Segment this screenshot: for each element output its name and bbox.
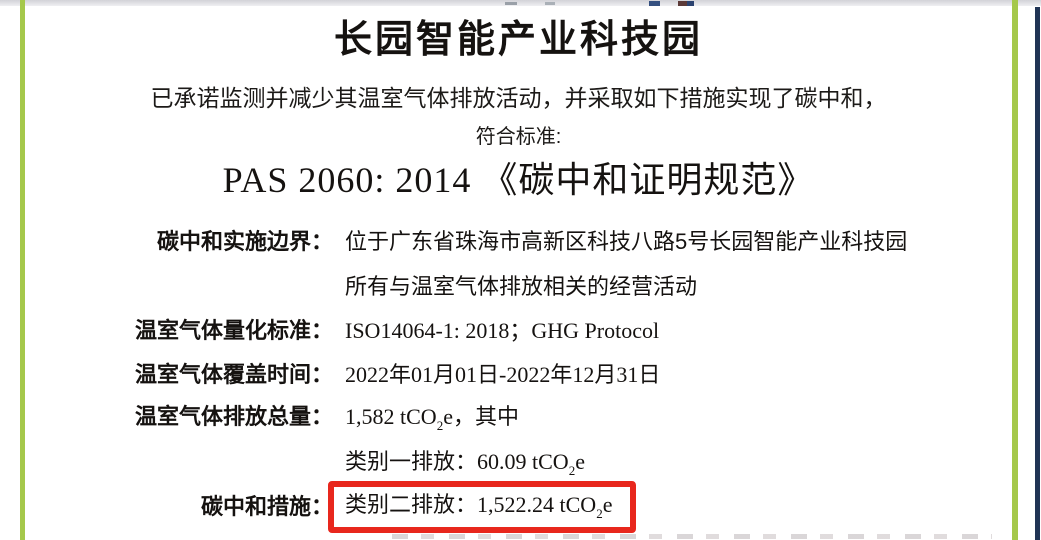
category1-tail: e bbox=[575, 449, 585, 474]
category2-tail: e bbox=[602, 492, 613, 517]
organization-title: 长园智能产业科技园 bbox=[333, 19, 703, 61]
field-value-category1-emissions: 类别一排放：60.09 tCO2e bbox=[345, 447, 585, 477]
commitment-statement: 已承诺监测并减少其温室气体排放活动，并采取如下措施实现了碳中和， bbox=[150, 85, 887, 111]
field-value-total-emissions: 1,582 tCO2e，其中 bbox=[345, 402, 519, 432]
field-label-boundary: 碳中和实施边界： bbox=[156, 229, 333, 254]
bottom-cropped-text-row bbox=[392, 534, 992, 539]
category2-main: 类别二排放：1,522.24 tCO bbox=[345, 492, 597, 517]
category1-main: 类别一排放：60.09 tCO bbox=[345, 449, 569, 474]
standard-intro-label: 符合标准: bbox=[475, 126, 562, 148]
top-cropped-text-fragment bbox=[505, 2, 517, 5]
field-label-quantification-standard: 温室气体量化标准： bbox=[134, 318, 333, 343]
field-value-boundary-line1: 位于广东省珠海市高新区科技八路5号长园智能产业科技园 bbox=[345, 229, 908, 254]
co2-subscript: 2 bbox=[596, 506, 603, 521]
window-top-edge bbox=[0, 0, 1041, 6]
field-label-neutralization-measures: 碳中和措施： bbox=[200, 494, 333, 519]
co2-subscript: 2 bbox=[436, 418, 444, 433]
top-cropped-text-fragment bbox=[545, 2, 555, 5]
total-emissions-tail: e，其中 bbox=[443, 404, 519, 429]
right-navy-page-edge bbox=[1035, 7, 1040, 540]
field-value-coverage-period: 2022年01月01日-2022年12月31日 bbox=[345, 362, 661, 387]
top-cropped-text-fragment bbox=[649, 1, 660, 6]
field-label-total-emissions: 温室气体排放总量： bbox=[134, 404, 333, 429]
field-label-coverage-period: 温室气体覆盖时间： bbox=[134, 362, 333, 387]
co2-subscript: 2 bbox=[568, 463, 576, 478]
right-green-border bbox=[1012, 0, 1018, 540]
field-value-quantification-standard: ISO14064-1: 2018；GHG Protocol bbox=[345, 318, 660, 343]
total-emissions-main: 1,582 tCO bbox=[345, 404, 437, 429]
field-value-boundary-line2: 所有与温室气体排放相关的经营活动 bbox=[345, 274, 698, 299]
left-green-border bbox=[20, 0, 25, 540]
standard-name: PAS 2060: 2014 《碳中和证明规范》 bbox=[222, 160, 815, 200]
category2-emissions-highlight-box: 类别二排放：1,522.24 tCO2e bbox=[328, 481, 637, 533]
top-cropped-text-fragment bbox=[678, 1, 694, 6]
